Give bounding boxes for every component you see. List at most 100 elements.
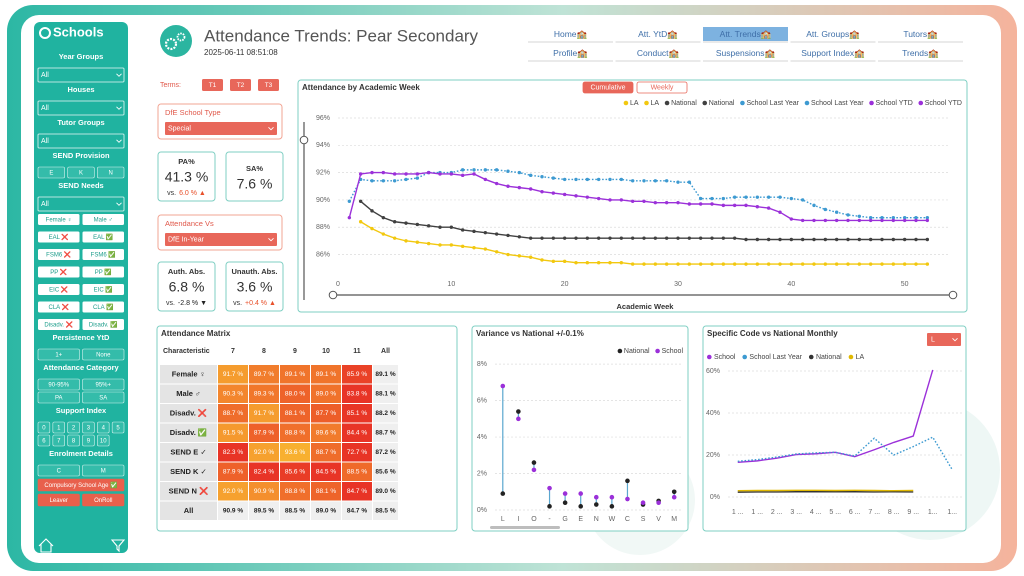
filter-button[interactable] [67,421,80,434]
filter-button[interactable] [97,421,110,434]
toggle-button[interactable] [636,81,688,94]
filter-button[interactable] [82,301,125,313]
slider-handle[interactable] [328,290,338,300]
nav-button[interactable]: Profile🏫 [553,48,588,58]
filter-button[interactable] [37,421,51,434]
filter-button[interactable] [37,464,80,477]
matrix-cell-text: 88.7 % [375,430,395,437]
y-tick-label: 8% [477,361,487,368]
nav-button[interactable]: Att. Groups🏫 [806,29,860,39]
filter-button[interactable] [38,249,80,260]
filter-button[interactable] [111,421,125,434]
dropdown[interactable] [37,100,125,116]
toggle-button-label: Cumulative [590,85,625,92]
nav-button[interactable]: Att. Trends🏫 [720,29,772,39]
filter-button[interactable] [38,301,80,313]
filter-button[interactable] [67,166,95,179]
slider-handle[interactable] [299,135,309,145]
filter-button[interactable] [37,378,80,391]
toggle-button[interactable] [582,81,634,94]
nav-button[interactable]: Trends🏫 [902,48,939,58]
filter-button[interactable] [38,214,80,225]
filter-button[interactable] [82,421,95,434]
dropdown[interactable] [37,67,125,83]
nav-button[interactable]: Suspensions🏫 [716,48,776,58]
matrix-cell [311,384,341,403]
data-point [370,209,374,213]
term-button[interactable] [230,79,251,91]
scrollbar[interactable] [490,526,560,529]
filter-button[interactable] [38,284,80,295]
filter-button[interactable] [82,319,125,330]
filter-button[interactable] [82,284,125,295]
matrix-cell [160,365,217,384]
dropdown-value: All [41,105,49,112]
filter-button-label: 3 [87,425,91,431]
matrix-cell-text: 89.1 % [316,371,336,378]
filter-button-label: Disadv. ❌ [44,320,73,328]
nav-button[interactable]: Support Index🏫 [801,48,865,58]
data-point [404,177,408,182]
filter-button-label: C [57,468,62,474]
filter-button[interactable] [82,348,125,361]
x-tick-label: S [641,516,646,523]
filter-button[interactable] [97,434,110,447]
matrix-cell-text: SEND N ❌ [169,486,209,495]
filter-button[interactable] [37,391,80,404]
data-point [823,237,828,242]
dropdown[interactable] [37,133,125,149]
kpi-value: 41.3 % [165,169,209,185]
filter-button[interactable] [82,493,125,507]
filter-button[interactable] [37,434,51,447]
filter-button[interactable] [82,214,125,225]
home-icon[interactable] [38,538,54,553]
legend-label: National [709,100,735,107]
x-tick-label: 1... [947,509,957,516]
chevron [116,106,122,110]
filter-button[interactable] [52,434,65,447]
legend-swatch [848,354,854,360]
column-header: 9 [293,348,297,355]
dropdown[interactable] [37,196,125,212]
data-point [766,206,771,210]
filter-button-label: EIC ❌ [49,285,69,293]
filter-button[interactable] [97,166,125,179]
chart-panel [471,325,689,532]
filter-button[interactable] [38,319,80,330]
term-button[interactable] [202,79,223,91]
filter-button[interactable] [37,478,125,492]
x-tick-label: E [578,516,583,523]
filter-button[interactable] [37,348,80,361]
filter-button[interactable] [82,266,125,278]
matrix-cell [342,384,372,403]
kpi-value: 6.8 % [169,279,205,295]
nav-button[interactable]: Home🏫 [554,29,588,39]
filter-button[interactable] [82,378,125,391]
nav-button[interactable]: Tutors🏫 [903,29,938,39]
filter-button[interactable] [82,464,125,477]
x-tick-label: 6 ... [849,509,861,516]
filter-button-label: 2 [72,425,76,431]
filter-button[interactable] [82,249,125,260]
filter-button[interactable] [82,391,125,404]
dropdown[interactable] [165,233,277,246]
nav-button[interactable]: Att. YtD🏫 [638,29,678,39]
filter-icon[interactable] [110,539,126,553]
nav-button[interactable]: Conduct🏫 [637,48,680,58]
dropdown[interactable] [927,333,961,346]
filter-button[interactable] [37,493,80,507]
term-button[interactable] [258,79,279,91]
filter-button[interactable] [37,166,65,179]
filter-button[interactable] [67,434,80,447]
filter-title: Persistence YtD [53,333,111,342]
filter-button[interactable] [82,434,95,447]
slider-handle[interactable] [948,290,958,300]
filter-button[interactable] [38,266,80,278]
dropdown[interactable] [165,122,277,135]
filter-button[interactable] [52,421,65,434]
data-point [426,224,431,228]
filter-button[interactable] [38,231,80,243]
data-point [547,485,552,491]
filter-button[interactable] [82,231,125,243]
x-tick-label: 1 ... [732,509,744,516]
